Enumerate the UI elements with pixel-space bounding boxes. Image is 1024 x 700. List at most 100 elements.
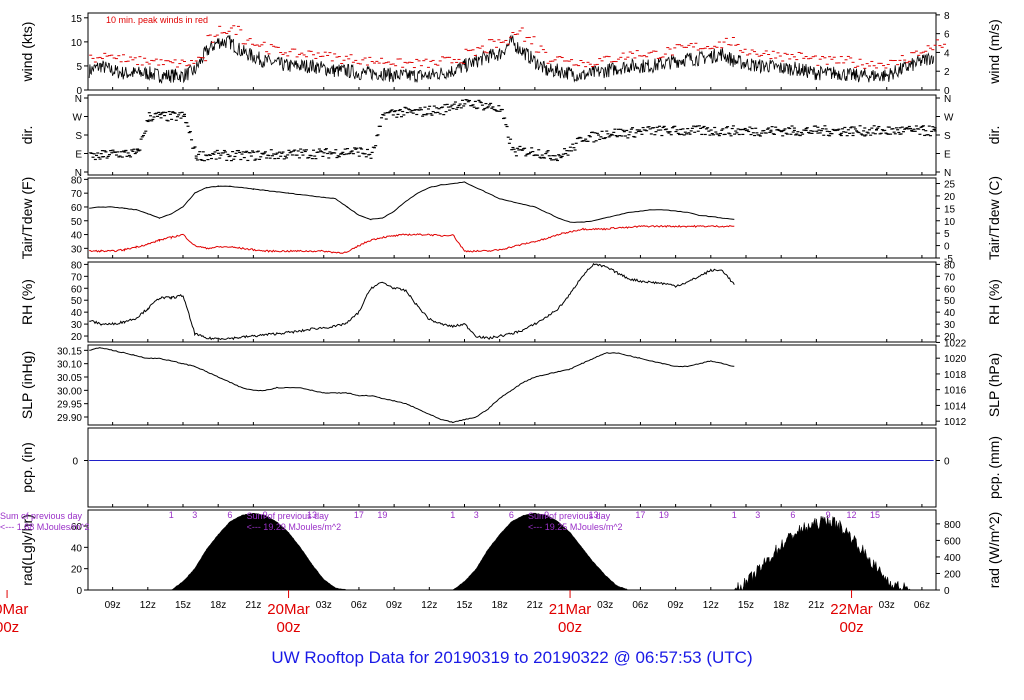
x-tick-label: 21z bbox=[527, 600, 543, 611]
wind-y-tick-label-right: 6 bbox=[944, 30, 950, 41]
rh-y-tick-label-left: 60 bbox=[71, 284, 83, 295]
temp-ylabel-left: Tair/Tdew (F) bbox=[19, 177, 35, 259]
x-tick-label: 09z bbox=[386, 600, 402, 611]
tair-series bbox=[89, 181, 735, 223]
slp-y-tick-label-right: 1022 bbox=[944, 338, 967, 349]
rad-y-tick-label-left: 0 bbox=[76, 586, 82, 597]
rad-y-tick-label-left: 40 bbox=[71, 543, 83, 554]
slp-y-tick-label-left: 30.10 bbox=[57, 360, 82, 371]
wind-y-tick-label-right: 4 bbox=[944, 48, 950, 59]
rad-hour-label: 9 bbox=[544, 510, 549, 520]
rad-y-tick-label-left: 60 bbox=[71, 522, 83, 533]
x-tick-label: 15z bbox=[738, 600, 754, 611]
rad-hour-label: 1 bbox=[450, 510, 455, 520]
wind-y-tick-label-right: 8 bbox=[944, 11, 950, 22]
x-tick-label: 18z bbox=[773, 600, 789, 611]
rad-note-line1: Sum of previous day bbox=[528, 511, 611, 521]
rh-ylabel-left: RH (%) bbox=[19, 279, 35, 325]
rh-y-tick-label-right: 20 bbox=[944, 332, 956, 343]
rh-y-tick-label-right: 60 bbox=[944, 284, 956, 295]
dir-ylabel-left: dir. bbox=[19, 126, 35, 145]
rad-day-area bbox=[452, 512, 629, 591]
slp-y-tick-label-right: 1020 bbox=[944, 354, 967, 365]
dir-y-tick-label-left: N bbox=[75, 168, 82, 179]
dir-panel-frame bbox=[87, 94, 937, 176]
pcp-y-tick-label-left: 0 bbox=[72, 457, 78, 468]
pcp-y-tick-label-right: 0 bbox=[944, 457, 950, 468]
rh-y-tick-label-right: 70 bbox=[944, 272, 956, 283]
rad-hour-label: 9 bbox=[263, 510, 268, 520]
wind-y-tick-label-left: 15 bbox=[71, 14, 83, 25]
x-tick-label: 18z bbox=[492, 600, 508, 611]
dir-y-tick-label-right: E bbox=[944, 150, 951, 161]
rad-hour-label: 3 bbox=[192, 510, 197, 520]
dir-y-tick-label-right: W bbox=[944, 113, 954, 124]
rh-y-tick-label-right: 50 bbox=[944, 296, 956, 307]
temp-panel-frame bbox=[87, 177, 937, 259]
rad-hour-label: 17 bbox=[354, 510, 364, 520]
rad-hour-label: 3 bbox=[755, 510, 760, 520]
temp-y-tick-label-left: 60 bbox=[71, 203, 83, 214]
rad-hour-label: 13 bbox=[589, 510, 599, 520]
rad-y-tick-label-right: 400 bbox=[944, 553, 961, 564]
rad-hour-label: 12 bbox=[847, 510, 857, 520]
x-tick-label: 18z bbox=[210, 600, 226, 611]
rad-y-tick-label-left: 20 bbox=[71, 565, 83, 576]
rad-y-tick-label-right: 800 bbox=[944, 520, 961, 531]
slp-ylabel-left: SLP (inHg) bbox=[19, 351, 35, 419]
temp-y-tick-label-right: 25 bbox=[944, 180, 956, 191]
slp-y-tick-label-right: 1016 bbox=[944, 386, 967, 397]
figure-title: UW Rooftop Data for 20190319 to 20190322… bbox=[271, 648, 753, 667]
x-tick-label: 15z bbox=[175, 600, 191, 611]
slp-y-tick-label-left: 30.15 bbox=[57, 346, 82, 357]
slp-y-tick-label-left: 29.90 bbox=[57, 413, 82, 424]
day-label-time: 00z bbox=[0, 619, 19, 636]
rad-hour-label: 1 bbox=[732, 510, 737, 520]
temp-y-tick-label-left: 40 bbox=[71, 231, 83, 242]
wind-y-tick-label-left: 0 bbox=[76, 86, 82, 97]
day-label-date: 20Mar bbox=[0, 601, 28, 618]
rad-day-area bbox=[170, 512, 348, 591]
wind-y-tick-label-right: 2 bbox=[944, 67, 950, 78]
rh-y-tick-label-right: 80 bbox=[944, 260, 956, 271]
pcp-panel-frame bbox=[87, 427, 937, 508]
rad-hour-label: 6 bbox=[790, 510, 795, 520]
rh-series bbox=[89, 263, 735, 341]
rad-day-area bbox=[734, 515, 911, 591]
day-label-time: 00z bbox=[276, 619, 300, 636]
temp-y-tick-label-right: 0 bbox=[944, 242, 950, 253]
rh-y-tick-label-left: 70 bbox=[71, 272, 83, 283]
rh-y-tick-label-left: 20 bbox=[71, 332, 83, 343]
x-tick-label: 03z bbox=[597, 600, 613, 611]
dir-y-tick-label-left: S bbox=[75, 131, 82, 142]
temp-y-tick-label-right: 10 bbox=[944, 217, 956, 228]
temp-y-tick-label-left: 50 bbox=[71, 217, 83, 228]
slp-panel-frame bbox=[87, 344, 937, 426]
slp-y-tick-label-right: 1014 bbox=[944, 401, 967, 412]
dir-y-tick-label-left: W bbox=[73, 113, 83, 124]
pcp-ylabel-right: pcp. (mm) bbox=[986, 436, 1002, 499]
temp-ylabel-right: Tair/Tdew (C) bbox=[986, 176, 1002, 260]
temp-y-tick-label-left: 30 bbox=[71, 244, 83, 255]
wind-ylabel-right: wind (m/s) bbox=[986, 19, 1002, 85]
rh-y-tick-label-left: 40 bbox=[71, 308, 83, 319]
dir-y-tick-label-left: E bbox=[75, 150, 82, 161]
slp-y-tick-label-right: 1018 bbox=[944, 370, 967, 381]
x-tick-label: 06z bbox=[914, 600, 930, 611]
rad-ylabel-right: rad (W/m^2) bbox=[986, 512, 1002, 589]
rad-hour-label: 6 bbox=[227, 510, 232, 520]
rad-y-tick-label-right: 0 bbox=[944, 586, 950, 597]
rad-note-line2: <--- 1.88 MJoules/m^2 bbox=[0, 522, 90, 532]
slp-y-tick-label-right: 1012 bbox=[944, 417, 967, 428]
wind-annotation: 10 min. peak winds in red bbox=[106, 15, 208, 25]
dir-y-tick-label-right: S bbox=[944, 131, 951, 142]
rh-y-tick-label-left: 30 bbox=[71, 320, 83, 331]
x-tick-label: 03z bbox=[316, 600, 332, 611]
pcp-ylabel-left: pcp. (in) bbox=[19, 442, 35, 493]
x-tick-label: 09z bbox=[668, 600, 684, 611]
tdew-series bbox=[89, 224, 735, 254]
temp-y-tick-label-left: 70 bbox=[71, 189, 83, 200]
x-tick-label: 09z bbox=[105, 600, 121, 611]
dir-y-tick-label-right: N bbox=[944, 168, 951, 179]
